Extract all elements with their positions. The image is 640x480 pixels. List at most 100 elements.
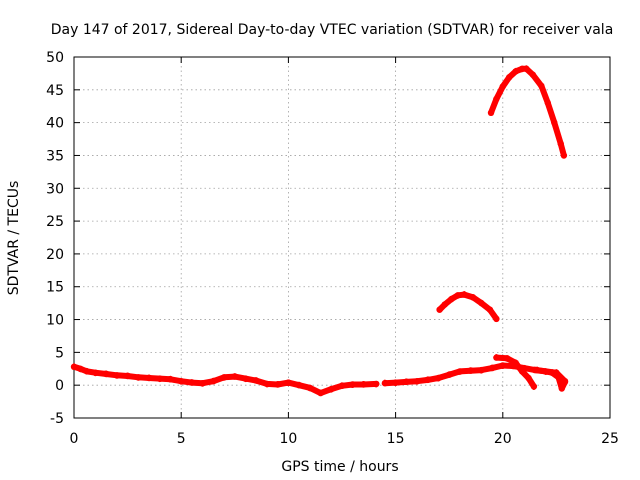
y-tick-label: 25	[46, 214, 64, 230]
series-point	[456, 368, 464, 375]
series-point	[167, 376, 174, 383]
series-point	[533, 366, 541, 374]
series-point	[381, 380, 389, 387]
series-point	[506, 74, 513, 81]
y-tick-label: 30	[46, 181, 64, 197]
series-point	[544, 99, 551, 107]
x-tick-label: 25	[601, 431, 619, 447]
series-point	[499, 362, 506, 369]
series-point	[478, 366, 485, 374]
series-point	[403, 378, 410, 386]
series-point	[220, 374, 228, 381]
series-point	[555, 374, 562, 381]
series-point	[306, 384, 313, 391]
series-point	[199, 380, 206, 387]
series-point	[373, 380, 380, 388]
series-point	[253, 377, 260, 384]
series-point	[530, 383, 538, 390]
series-point	[274, 381, 281, 388]
y-tick-label: 35	[46, 148, 64, 164]
series-point	[285, 379, 292, 386]
series-point	[113, 372, 121, 379]
series-point	[156, 375, 163, 382]
series-point	[561, 378, 569, 386]
series-point	[558, 385, 565, 392]
series-point	[488, 364, 496, 372]
series-point	[499, 83, 506, 90]
series-point	[538, 82, 545, 90]
series-point	[548, 369, 556, 376]
series-point	[392, 379, 399, 386]
series-point	[493, 315, 500, 323]
y-tick-label: 5	[55, 345, 64, 361]
y-axis-label: SDTVAR / TECUs	[6, 181, 22, 296]
series-point	[493, 95, 500, 103]
series-point	[360, 381, 367, 388]
series-point	[188, 379, 196, 386]
series-point	[478, 299, 485, 307]
series-point	[448, 296, 455, 303]
series-point	[242, 375, 249, 382]
series-line-arc-small	[436, 291, 500, 322]
series-point	[486, 306, 494, 313]
series-point	[493, 354, 500, 361]
series-point	[349, 381, 356, 388]
series-point	[295, 382, 303, 389]
series-point	[124, 372, 131, 380]
x-tick-label: 5	[177, 431, 186, 447]
series-point	[461, 291, 468, 298]
y-tick-label: 0	[55, 378, 64, 394]
series-point	[317, 389, 324, 397]
series-point	[135, 374, 142, 381]
series-point	[560, 152, 568, 159]
series-point	[512, 68, 519, 75]
series-point	[435, 374, 442, 382]
x-tick-label: 15	[387, 431, 405, 447]
series-point	[469, 294, 476, 301]
y-tick-label: 10	[46, 313, 64, 329]
series-line-arc-large	[488, 65, 567, 159]
series-point	[503, 355, 511, 362]
y-tick-label: 50	[46, 50, 64, 66]
series-point	[263, 380, 271, 388]
series-point	[518, 368, 526, 375]
series-layer	[70, 65, 569, 397]
series-point	[413, 378, 421, 385]
grid	[74, 57, 610, 418]
series-point	[70, 363, 78, 370]
series-point	[424, 376, 431, 384]
series-point	[512, 359, 519, 367]
y-tick-label: 40	[46, 116, 64, 132]
series-point	[328, 385, 335, 393]
y-tick-label: -5	[50, 411, 64, 427]
y-tick-label: 20	[46, 247, 64, 263]
series-point	[145, 374, 153, 382]
series-point	[551, 119, 558, 126]
series-point	[523, 65, 530, 73]
series-point	[92, 369, 99, 376]
series-point	[454, 292, 461, 299]
series-point	[436, 306, 443, 313]
x-tick-label: 10	[279, 431, 297, 447]
series-point	[210, 378, 217, 385]
series-point	[529, 71, 536, 78]
x-tick-label: 0	[70, 431, 79, 447]
x-tick-label: 20	[494, 431, 512, 447]
series-point	[467, 367, 474, 374]
series-point	[542, 368, 549, 375]
plot-frame	[73, 56, 611, 419]
y-tick-label: 15	[46, 280, 64, 296]
x-axis-label: GPS time / hours	[281, 459, 398, 475]
series-point	[103, 370, 110, 378]
series-point	[231, 373, 238, 380]
series-point	[83, 368, 91, 375]
y-tick-label: 45	[46, 83, 64, 99]
series-point	[446, 371, 453, 378]
series-point	[557, 140, 564, 147]
series-point	[178, 378, 185, 385]
series-point	[525, 374, 532, 382]
chart-title: Day 147 of 2017, Sidereal Day-to-day VTE…	[51, 22, 614, 38]
series-point	[338, 382, 346, 389]
axis-ticks: 0 5 10 15 20 25 -5 0 5 10 15 20 25 30 35 40 45 50	[46, 50, 619, 447]
series-point	[487, 109, 495, 117]
